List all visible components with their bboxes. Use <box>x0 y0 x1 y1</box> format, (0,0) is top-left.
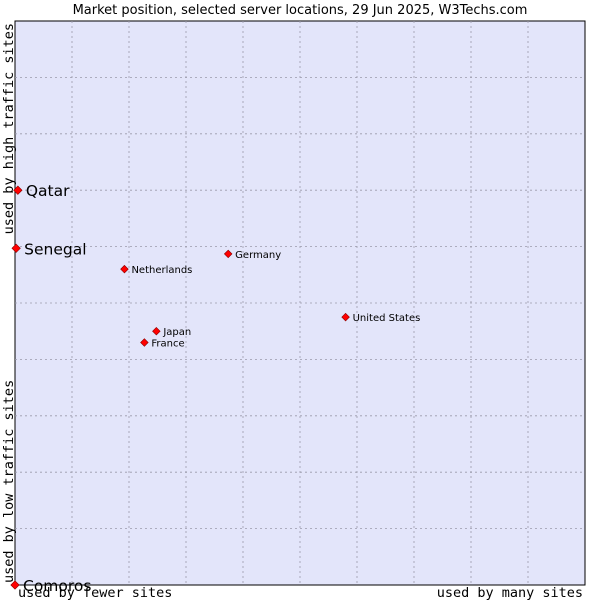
data-point-senegal <box>11 243 21 253</box>
data-label-netherlands: Netherlands <box>131 265 192 276</box>
data-label-germany: Germany <box>235 250 281 261</box>
data-point-united-states <box>341 312 350 322</box>
data-point-comoros <box>10 580 20 590</box>
data-point-netherlands <box>120 264 129 274</box>
data-label-senegal: Senegal <box>24 240 86 258</box>
x-axis-label-fewer: used by fewer sites <box>18 585 172 600</box>
data-point-qatar <box>13 185 23 195</box>
x-axis-label-many: used by many sites <box>437 585 583 600</box>
chart-title: Market position, selected server locatio… <box>73 3 528 18</box>
data-label-france: France <box>151 338 184 349</box>
grid-lines <box>15 21 585 585</box>
data-point-germany <box>223 249 233 259</box>
y-axis-label-low: used by low traffic sites <box>1 380 17 583</box>
data-label-japan: Japan <box>162 327 191 338</box>
data-label-comoros: Comoros <box>23 577 91 595</box>
data-points: Qatar Senegal Comoros Netherlands Germany Uni… <box>10 182 421 595</box>
y-axis-label-high: used by high traffic sites <box>1 23 17 234</box>
data-point-france <box>140 338 149 347</box>
data-point-japan <box>152 326 161 336</box>
data-label-qatar: Qatar <box>26 182 70 200</box>
data-label-united-states: United States <box>353 313 421 324</box>
